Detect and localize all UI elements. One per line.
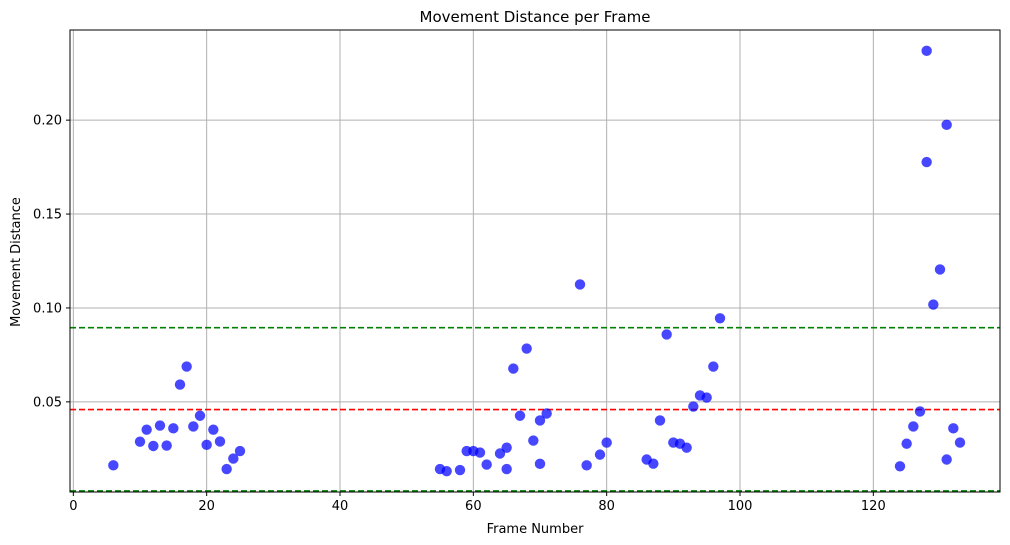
data-point	[954, 437, 966, 448]
x-tick-label: 20	[198, 499, 215, 514]
y-tick-label: 0.15	[33, 208, 62, 223]
data-point	[921, 45, 932, 57]
data-point	[528, 435, 539, 446]
data-point	[148, 440, 159, 452]
data-point	[581, 460, 592, 471]
data-point	[168, 423, 179, 434]
x-axis-label: Frame Number	[487, 522, 585, 537]
data-point	[661, 329, 672, 340]
data-point	[201, 439, 212, 451]
data-point	[928, 299, 939, 310]
data-point	[714, 313, 726, 324]
data-point	[648, 458, 659, 469]
data-point	[108, 460, 119, 471]
axis-ticks: 0 20 40 60 80 100 120 0.05 0.10 0.15 0.20	[33, 114, 886, 514]
data-point	[174, 379, 186, 390]
data-point	[208, 424, 219, 435]
data-point	[941, 454, 952, 465]
data-point	[234, 445, 246, 457]
data-point	[474, 447, 486, 458]
data-point	[941, 119, 952, 131]
chart-title: Movement Distance per Frame	[420, 8, 651, 26]
y-tick-label: 0.20	[33, 114, 62, 129]
plot-frame	[69, 29, 1001, 493]
x-tick-label: 0	[69, 499, 77, 514]
data-point	[534, 458, 546, 470]
data-point	[654, 415, 666, 426]
data-point	[508, 363, 519, 374]
data-point	[134, 436, 146, 447]
x-tick-label: 60	[465, 499, 482, 514]
data-points	[108, 45, 966, 477]
data-point	[901, 438, 912, 449]
data-point	[934, 264, 946, 275]
data-point	[914, 406, 926, 417]
data-point	[228, 453, 239, 464]
x-tick-label: 40	[332, 499, 349, 514]
y-tick-label: 0.10	[33, 301, 62, 316]
data-point	[188, 421, 199, 432]
x-tick-label: 80	[598, 499, 615, 514]
data-point	[501, 463, 512, 475]
x-tick-label: 100	[728, 499, 753, 514]
data-point	[141, 424, 152, 435]
grid	[70, 30, 1000, 492]
data-point	[894, 461, 906, 472]
data-point	[194, 410, 206, 421]
data-point	[454, 464, 466, 476]
data-point	[154, 420, 166, 431]
data-point	[594, 449, 606, 460]
data-point	[908, 421, 919, 432]
data-point	[181, 361, 192, 372]
data-point	[708, 361, 719, 372]
data-point	[701, 392, 712, 403]
data-point	[601, 437, 612, 448]
data-point	[688, 401, 699, 412]
data-point	[441, 465, 452, 477]
data-point	[501, 442, 512, 453]
data-point	[521, 343, 532, 354]
data-point	[514, 410, 526, 421]
data-point	[161, 440, 172, 451]
data-point	[534, 415, 546, 426]
reference-lines	[70, 326, 1000, 492]
data-point	[541, 408, 552, 419]
data-point	[681, 442, 692, 453]
data-point	[214, 436, 226, 447]
y-axis-label: Movement Distance	[9, 197, 24, 327]
data-point	[574, 279, 586, 290]
y-tick-label: 0.05	[33, 395, 62, 410]
data-point	[921, 156, 932, 168]
x-tick-label: 120	[861, 499, 886, 514]
data-point	[481, 459, 492, 470]
data-point	[221, 463, 232, 475]
data-point	[948, 423, 959, 434]
